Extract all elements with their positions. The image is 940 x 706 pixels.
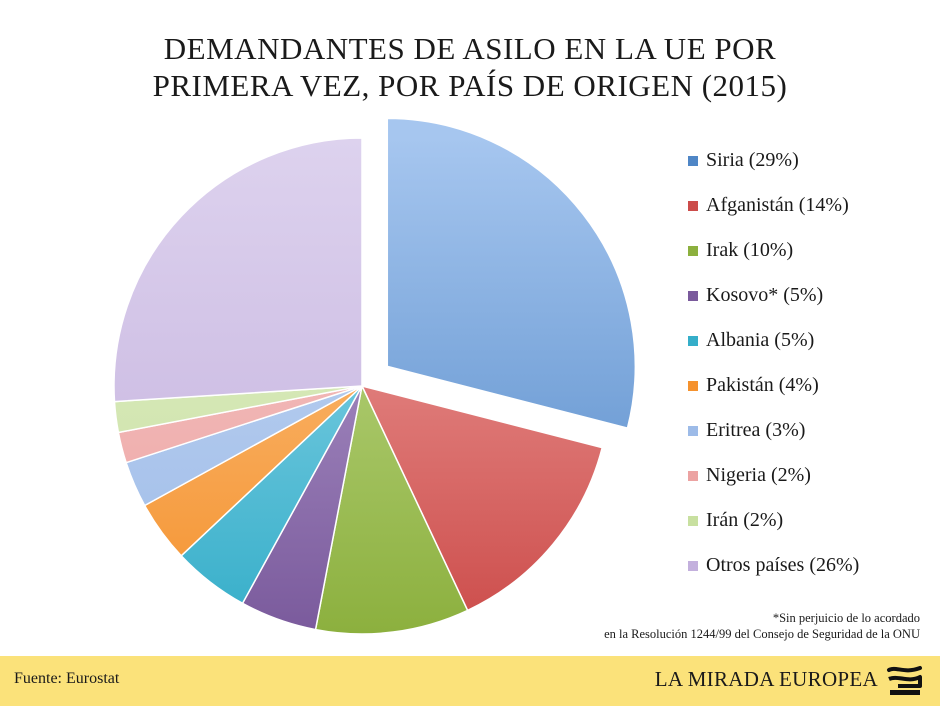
legend-label: Siria (29%) xyxy=(706,149,799,171)
legend-label: Pakistán (4%) xyxy=(706,374,819,396)
legend-item-afganistan: Afganistán (14%) xyxy=(688,183,938,228)
legend-swatch xyxy=(688,380,698,391)
legend-swatch xyxy=(688,245,698,256)
legend-item-nigeria: Nigeria (2%) xyxy=(688,453,938,498)
legend-item-otros-paises: Otros países (26%) xyxy=(688,543,938,588)
legend-swatch xyxy=(688,560,698,571)
legend-swatch xyxy=(688,200,698,211)
footer-bar: Fuente: Eurostat LA MIRADA EUROPEA xyxy=(0,656,940,706)
pie-slices xyxy=(113,117,637,635)
chart-title-line-1: DEMANDANTES DE ASILO EN LA UE POR xyxy=(163,31,777,66)
legend-item-eritrea: Eritrea (3%) xyxy=(688,408,938,453)
legend: Siria (29%) Afganistán (14%) Irak (10%) Kos… xyxy=(688,138,938,588)
legend-swatch xyxy=(688,470,698,481)
legend-item-pakistan: Pakistán (4%) xyxy=(688,363,938,408)
footnote-line-1: *Sin perjuicio de lo acordado xyxy=(772,611,920,625)
pie-chart xyxy=(113,117,637,635)
pie-slice-siria xyxy=(386,117,637,429)
legend-label: Nigeria (2%) xyxy=(706,464,811,486)
source-label: Fuente: Eurostat xyxy=(14,670,120,687)
footnote: *Sin perjuicio de lo acordado en la Reso… xyxy=(604,610,920,642)
legend-swatch xyxy=(688,425,698,436)
legend-item-irak: Irak (10%) xyxy=(688,228,938,273)
legend-label: Albania (5%) xyxy=(706,329,815,351)
legend-label: Kosovo* (5%) xyxy=(706,284,824,306)
pie-slice-otros-paises xyxy=(113,137,363,403)
legend-label: Irak (10%) xyxy=(706,239,794,261)
brand-name: LA MIRADA EUROPEA xyxy=(654,667,878,691)
legend-label: Eritrea (3%) xyxy=(706,419,806,441)
pie-slice-afganistan xyxy=(360,384,604,612)
legend-item-siria: Siria (29%) xyxy=(688,138,938,183)
chart-title: DEMANDANTES DE ASILO EN LA UE POR PRIMER… xyxy=(60,30,880,104)
legend-item-kosovo: Kosovo* (5%) xyxy=(688,273,938,318)
legend-swatch xyxy=(688,155,698,166)
footnote-line-2: en la Resolución 1244/99 del Consejo de … xyxy=(604,627,920,641)
chart-title-line-2: PRIMERA VEZ, POR PAÍS DE ORIGEN (2015) xyxy=(152,68,788,103)
legend-item-albania: Albania (5%) xyxy=(688,318,938,363)
pie-slice-irak xyxy=(314,383,469,635)
legend-label: Afganistán (14%) xyxy=(706,194,849,216)
legend-swatch xyxy=(688,515,698,526)
legend-swatch xyxy=(688,290,698,301)
legend-label: Otros países (26%) xyxy=(706,554,860,576)
legend-swatch xyxy=(688,335,698,346)
legend-item-iran: Irán (2%) xyxy=(688,498,938,543)
legend-label: Irán (2%) xyxy=(706,509,784,531)
brand-logo-icon xyxy=(887,666,922,695)
